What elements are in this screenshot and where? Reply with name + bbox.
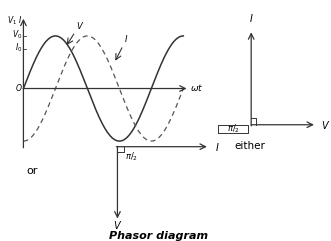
Text: either: either	[234, 141, 265, 151]
Text: $I$: $I$	[124, 33, 128, 44]
Text: $I$: $I$	[215, 141, 220, 153]
Text: $I$: $I$	[249, 12, 254, 24]
Text: $I_0$: $I_0$	[15, 41, 23, 54]
Text: $V_0$: $V_0$	[12, 29, 23, 41]
Text: $V$: $V$	[113, 219, 122, 231]
Text: $O$: $O$	[15, 82, 23, 93]
Text: $\omega t$: $\omega t$	[190, 82, 204, 93]
Text: or: or	[26, 166, 38, 175]
Text: $V$: $V$	[321, 119, 330, 131]
Text: Phasor diagram: Phasor diagram	[109, 231, 208, 241]
Text: $\pi/_2$: $\pi/_2$	[125, 150, 138, 163]
Text: $V$: $V$	[76, 20, 85, 31]
Text: $\pi/_2$: $\pi/_2$	[227, 122, 240, 135]
Text: $V_1\ I$: $V_1\ I$	[7, 15, 23, 27]
